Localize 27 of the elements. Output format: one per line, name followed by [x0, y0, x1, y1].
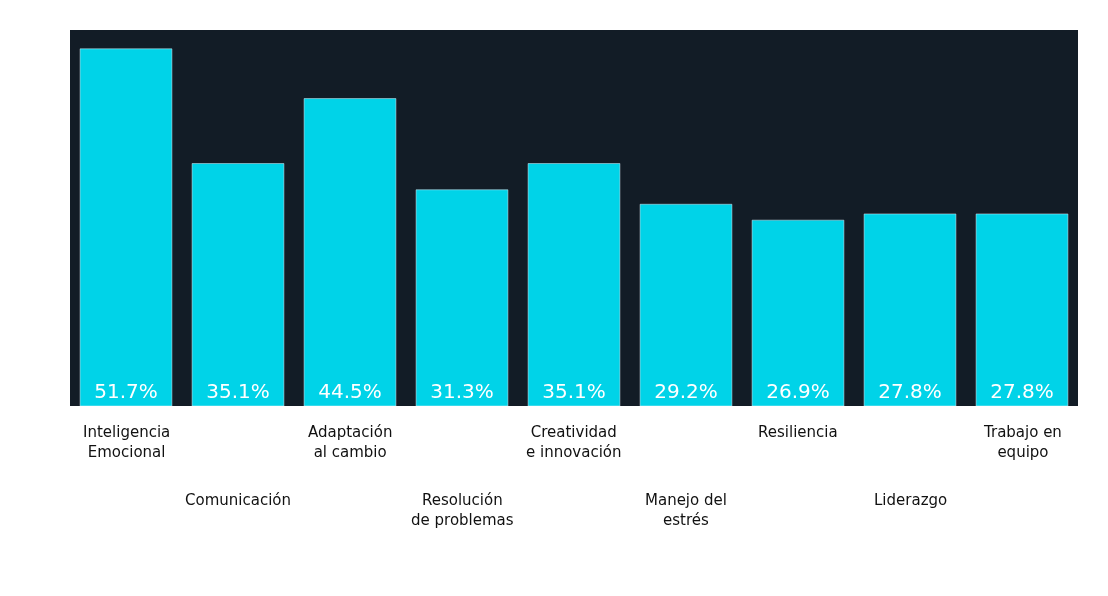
data-label: 26.9%: [766, 379, 830, 403]
x-tick-label: Adaptación al cambio: [308, 423, 393, 461]
data-label: 29.2%: [654, 379, 718, 403]
x-tick-label: Resolución de problemas: [411, 491, 514, 529]
x-tick-label: Creatividad e innovación: [526, 423, 622, 461]
data-label: 35.1%: [542, 379, 606, 403]
data-label: 27.8%: [878, 379, 942, 403]
data-label: 51.7%: [94, 379, 158, 403]
x-tick-label: Trabajo en equipo: [983, 423, 1062, 461]
bar: [751, 219, 845, 406]
bar: [303, 98, 397, 406]
data-label: 31.3%: [430, 379, 494, 403]
x-tick-label: Manejo del estrés: [645, 491, 727, 529]
x-tick-label: Inteligencia Emocional: [83, 423, 171, 461]
x-tick-label: Resiliencia: [758, 423, 838, 441]
data-label: 35.1%: [206, 379, 270, 403]
data-label: 44.5%: [318, 379, 382, 403]
bar: [79, 48, 173, 406]
data-label: 27.8%: [990, 379, 1054, 403]
bar: [191, 163, 285, 406]
bar: [415, 189, 509, 406]
bar: [639, 204, 733, 406]
x-tick-label: Comunicación: [185, 491, 291, 509]
x-tick-label: Liderazgo: [874, 491, 948, 509]
bar: [527, 163, 621, 406]
bar: [975, 213, 1069, 406]
bar: [863, 213, 957, 406]
